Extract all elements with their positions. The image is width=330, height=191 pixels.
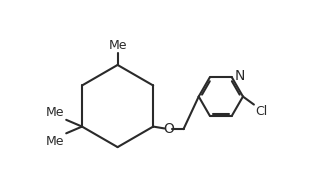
Text: Me: Me — [46, 106, 65, 119]
Text: Me: Me — [108, 39, 127, 52]
Text: Cl: Cl — [255, 105, 267, 118]
Text: O: O — [163, 122, 174, 136]
Text: N: N — [234, 69, 245, 83]
Text: Me: Me — [46, 135, 65, 148]
